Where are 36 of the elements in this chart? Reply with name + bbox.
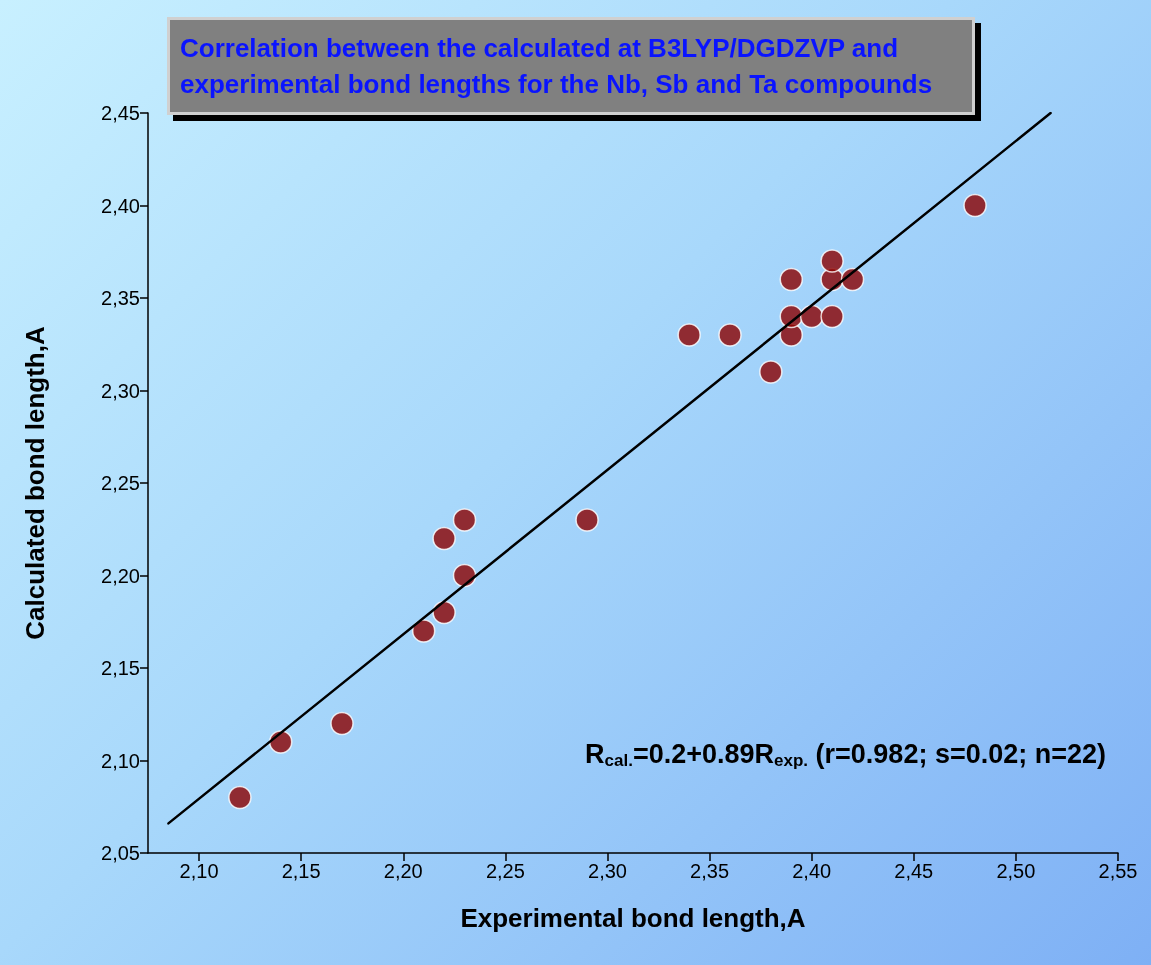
point (759, 360, 783, 384)
point (432, 526, 456, 551)
x-axis-title: Experimental bond length,A (460, 903, 806, 933)
y-tick-label: 2,35 (101, 287, 140, 309)
y-tick-label: 2,15 (101, 657, 140, 679)
x-tick-label: 2,45 (894, 860, 934, 882)
point (820, 249, 844, 273)
point (411, 619, 436, 643)
x-tick-label: 2,10 (179, 860, 219, 882)
x-tick-label: 2,20 (383, 860, 423, 882)
x-tick-label: 2,30 (588, 860, 627, 882)
y-tick-label: 2,05 (101, 842, 140, 864)
point (575, 508, 599, 532)
point (330, 711, 354, 736)
y-tick-label: 2,10 (101, 749, 140, 772)
chart-title: Correlation between the calculated at B3LYP/DGDZVP and experimental bond lengths for the Nb, Sb and Ta compounds (180, 33, 933, 99)
x-tick-label: 2,40 (792, 860, 832, 882)
point (820, 304, 844, 329)
y-tick-label: 2,20 (101, 564, 140, 587)
x-tick-label: 2,25 (485, 860, 525, 882)
point (432, 600, 456, 625)
y-tick-label: 2,40 (101, 194, 140, 217)
point (452, 508, 477, 532)
y-tick-label: 2,45 (101, 102, 140, 124)
point (779, 267, 804, 292)
y-tick-label: 2,30 (101, 379, 140, 402)
y-tick-label: 2,25 (101, 472, 140, 494)
point (963, 193, 987, 218)
y-axis-title: Calculated bond length,A (20, 326, 50, 640)
x-tick-label: 2,15 (281, 860, 321, 882)
point (677, 323, 701, 347)
x-tick-label: 2,50 (996, 860, 1036, 882)
point (228, 785, 252, 810)
x-tick-label: 2,35 (690, 860, 730, 882)
x-tick-label: 2,55 (1098, 860, 1138, 882)
point (718, 323, 742, 347)
